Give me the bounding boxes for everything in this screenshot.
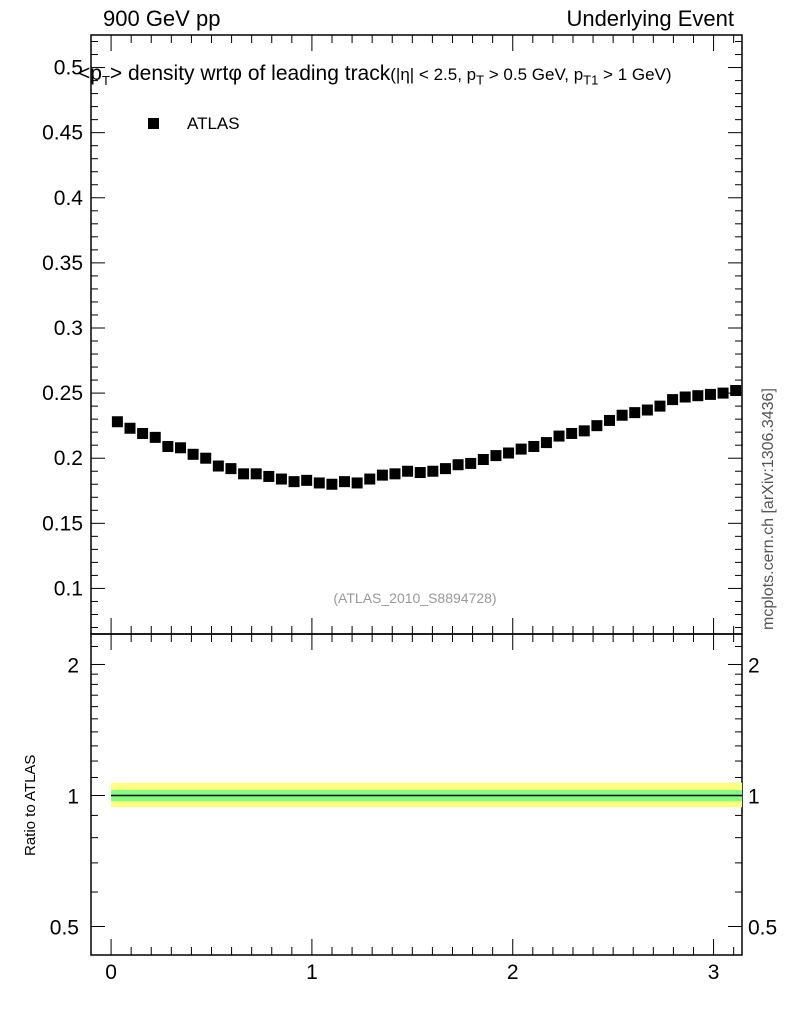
data-point: [439, 463, 451, 475]
data-point: [629, 407, 641, 419]
data-point: [578, 425, 590, 437]
header-right: Underlying Event: [566, 6, 734, 31]
data-point: [692, 390, 704, 402]
data-point: [717, 387, 729, 399]
data-point: [275, 473, 287, 485]
y-tick-label: 0.25: [42, 382, 83, 405]
header-left: 900 GeV pp: [103, 6, 221, 31]
data-point: [704, 388, 716, 400]
x-tick-label: 3: [708, 961, 720, 984]
data-point: [553, 430, 565, 442]
data-point: [667, 394, 679, 406]
data-point: [137, 427, 149, 439]
x-tick-label: 0: [105, 961, 117, 984]
data-point: [250, 468, 262, 480]
y-tick-label: 0.2: [54, 447, 83, 470]
data-point: [465, 457, 477, 469]
ratio-ylabel: Ratio to ATLAS: [22, 754, 39, 856]
data-point: [528, 440, 540, 452]
data-point: [288, 476, 300, 488]
y-tick-label: 0.3: [54, 317, 83, 340]
data-point: [376, 469, 388, 481]
data-point: [238, 468, 250, 480]
data-point: [149, 431, 161, 443]
y-tick-label: 0.4: [54, 187, 84, 210]
title-cut-part: (|η| < 2.5, p: [390, 65, 477, 84]
ratio-panel: 0.5 0.5 1 1 2 2 0 1 2 3: [50, 633, 777, 984]
ratio-y-tick-label-right: 0.5: [748, 916, 777, 939]
data-point: [111, 416, 123, 428]
ratio-y-tick-label-left: 1: [67, 785, 79, 808]
data-point: [187, 448, 199, 460]
data-point: [301, 474, 313, 486]
y-tick-label: 0.35: [42, 252, 83, 275]
data-point: [313, 477, 325, 489]
data-point: [503, 447, 515, 459]
ratio-y-tick-label-right: 2: [748, 654, 760, 677]
data-point: [604, 414, 616, 426]
plot-title: <pT> density wrtφ of leading track(|η| <…: [78, 62, 672, 88]
title-cuts: (|η| < 2.5, pT > 0.5 GeV, pT1 > 1 GeV): [390, 65, 672, 88]
data-point: [263, 470, 275, 482]
data-point: [351, 477, 363, 489]
y-tick-label: 0.5: [54, 57, 83, 80]
data-point: [225, 463, 237, 475]
ratio-y-tick-label-left: 0.5: [50, 916, 79, 939]
data-point: [477, 454, 489, 466]
title-part: > density wrtφ of leading track: [109, 62, 391, 85]
main-panel: 0.1 0.15 0.2 0.25 0.3 0.35 0.4 0.45 0.5: [42, 34, 743, 635]
data-point: [452, 459, 464, 471]
legend-label-atlas: ATLAS: [187, 114, 240, 133]
data-point: [389, 468, 401, 480]
data-point: [364, 473, 376, 485]
x-tick-label: 2: [507, 961, 519, 984]
x-tick-label: 1: [306, 961, 318, 984]
data-point: [174, 442, 186, 454]
analysis-label: (ATLAS_2010_S8894728): [333, 590, 497, 606]
data-point: [414, 467, 426, 479]
y-tick-label: 0.45: [42, 122, 83, 145]
title-cut-sub: T: [476, 72, 485, 88]
ratio-y-tick-label-left: 2: [67, 654, 79, 677]
data-point: [402, 465, 414, 477]
data-point: [540, 437, 552, 449]
data-point: [326, 478, 338, 490]
data-point: [490, 450, 502, 462]
data-point: [679, 391, 691, 403]
data-point: [124, 422, 136, 434]
title-sub: T: [101, 73, 110, 89]
title-cut-sub: T1: [583, 72, 599, 88]
y-tick-label: 0.1: [54, 577, 83, 600]
data-point: [339, 476, 351, 488]
data-point: [200, 452, 212, 464]
legend-marker-atlas: [148, 118, 159, 129]
data-point: [212, 460, 224, 472]
data-point: [654, 400, 666, 412]
data-point: [427, 465, 439, 477]
y-tick-label: 0.15: [42, 512, 83, 535]
data-point: [162, 440, 174, 452]
watermark: mcplots.cern.ch [arXiv:1306.3436]: [760, 388, 777, 630]
title-part: <p: [78, 62, 102, 85]
data-point: [616, 409, 628, 421]
ratio-y-tick-label-right: 1: [748, 785, 760, 808]
title-cut-part: > 0.5 GeV, p: [484, 65, 584, 84]
data-point: [515, 443, 527, 455]
data-point: [591, 420, 603, 432]
data-point: [730, 384, 742, 396]
data-point: [641, 404, 653, 416]
data-point: [566, 427, 578, 439]
title-cut-part: > 1 GeV): [598, 65, 672, 84]
